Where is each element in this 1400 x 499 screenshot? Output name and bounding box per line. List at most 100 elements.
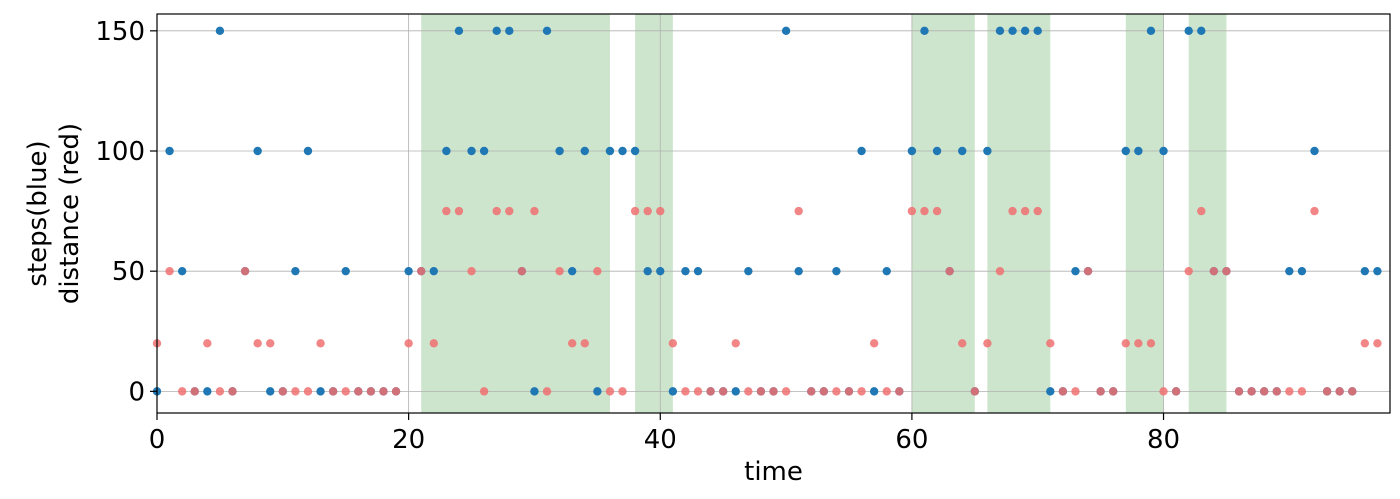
shaded-region-1	[635, 14, 673, 413]
point-series-0-35	[593, 387, 602, 396]
point-series-1-13	[316, 339, 325, 348]
point-series-0-92	[1310, 146, 1319, 156]
point-series-0-39	[643, 266, 652, 276]
point-series-0-50	[781, 26, 791, 36]
point-series-0-26	[479, 146, 489, 156]
point-series-1-85	[1222, 266, 1231, 276]
y-tick-label-50: 50	[112, 257, 145, 287]
point-series-0-78	[1134, 146, 1143, 156]
point-series-0-1	[165, 146, 174, 156]
point-series-0-70	[1033, 26, 1042, 36]
point-series-1-11	[291, 387, 300, 396]
x-tick-label-80: 80	[1147, 425, 1180, 455]
point-series-1-9	[266, 339, 275, 348]
point-series-1-47	[744, 387, 753, 396]
point-series-0-38	[630, 146, 640, 156]
point-series-1-43	[693, 387, 703, 396]
point-series-1-10	[278, 387, 288, 396]
point-series-0-90	[1285, 266, 1294, 276]
point-series-0-13	[316, 387, 325, 396]
point-series-0-30	[530, 387, 539, 396]
x-axis-title: time	[744, 457, 803, 487]
point-series-1-55	[844, 387, 854, 396]
point-series-1-3	[190, 387, 199, 396]
point-series-1-27	[492, 206, 501, 216]
point-series-0-31	[542, 26, 552, 36]
y-tick-label-0: 0	[128, 377, 145, 407]
point-series-0-69	[1020, 26, 1030, 36]
x-tick-label-0: 0	[149, 425, 166, 455]
point-series-0-54	[832, 266, 841, 276]
point-series-1-56	[857, 387, 866, 396]
point-series-1-35	[593, 266, 602, 276]
point-series-1-33	[567, 339, 577, 348]
point-series-1-28	[505, 206, 514, 216]
point-series-1-89	[1272, 387, 1281, 396]
point-series-1-29	[517, 266, 527, 276]
point-series-1-78	[1134, 339, 1143, 348]
point-series-0-33	[567, 266, 577, 276]
point-series-1-94	[1335, 387, 1344, 396]
point-series-0-46	[731, 387, 740, 396]
point-series-0-4	[203, 387, 212, 396]
point-series-0-96	[1360, 266, 1370, 276]
point-series-0-82	[1184, 26, 1193, 36]
point-series-1-16	[354, 387, 363, 396]
point-series-1-69	[1020, 206, 1030, 216]
point-series-0-15	[341, 266, 350, 276]
point-series-0-56	[857, 146, 866, 156]
point-series-1-54	[832, 387, 841, 396]
point-series-1-97	[1373, 339, 1382, 348]
point-series-1-23	[442, 206, 451, 216]
point-series-1-30	[530, 206, 539, 216]
point-series-1-67	[995, 266, 1005, 276]
point-series-0-51	[794, 266, 803, 276]
point-series-0-43	[693, 266, 703, 276]
point-series-1-95	[1348, 387, 1357, 396]
point-series-1-40	[656, 206, 665, 216]
point-series-0-83	[1197, 26, 1206, 36]
point-series-1-82	[1184, 266, 1193, 276]
point-series-1-93	[1322, 387, 1332, 396]
point-series-0-97	[1373, 266, 1382, 276]
point-series-1-19	[391, 387, 401, 396]
point-series-1-12	[303, 387, 313, 396]
point-series-1-88	[1259, 387, 1269, 396]
point-series-0-77	[1121, 146, 1130, 156]
point-series-1-36	[605, 387, 615, 396]
point-series-0-2	[177, 266, 187, 276]
point-series-1-32	[555, 266, 564, 276]
shaded-region-0	[421, 14, 610, 413]
point-series-0-32	[555, 146, 564, 156]
point-series-0-42	[681, 266, 690, 276]
point-series-1-8	[253, 339, 262, 348]
point-series-1-48	[756, 387, 766, 396]
point-series-1-90	[1285, 387, 1294, 396]
shaded-region-4	[1125, 14, 1164, 413]
point-series-1-1	[165, 266, 174, 276]
point-series-1-60	[907, 206, 917, 216]
point-series-1-7	[240, 266, 250, 276]
point-series-1-63	[945, 266, 954, 276]
point-series-1-21	[417, 266, 426, 276]
point-series-0-41	[668, 387, 678, 396]
point-series-1-2	[177, 387, 187, 396]
point-series-0-37	[618, 146, 627, 156]
point-series-0-9	[266, 387, 275, 396]
point-series-0-24	[454, 26, 464, 36]
point-series-0-25	[467, 146, 476, 156]
point-series-1-52	[807, 387, 816, 396]
point-series-1-74	[1083, 266, 1093, 276]
point-series-1-24	[454, 206, 464, 216]
point-series-1-76	[1109, 387, 1118, 396]
point-series-1-64	[958, 339, 967, 348]
point-series-1-65	[970, 387, 980, 396]
point-series-1-49	[769, 387, 778, 396]
point-series-1-81	[1171, 387, 1181, 396]
point-series-1-75	[1096, 387, 1105, 396]
point-series-1-38	[630, 206, 640, 216]
point-series-0-22	[429, 266, 438, 276]
point-series-1-91	[1297, 387, 1307, 396]
point-series-1-71	[1046, 339, 1055, 348]
point-series-0-28	[505, 26, 514, 36]
